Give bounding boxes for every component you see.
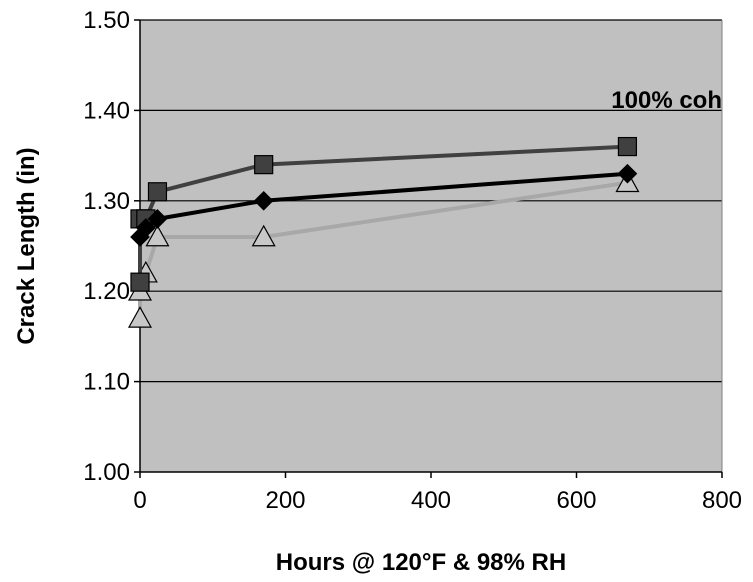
data-point-triangle-0 [127, 306, 153, 328]
gridlines [140, 19, 723, 472]
y-tick-label-3: 1.30 [83, 188, 130, 215]
y-tick-label-2: 1.20 [83, 278, 130, 305]
x-tick-label-3: 600 [556, 487, 596, 514]
y-tick-label-5: 1.50 [83, 7, 130, 34]
x-axis-title: Hours @ 120°F & 98% RH [276, 549, 566, 576]
data-point-diamond-1 [135, 218, 156, 238]
data-point-square-3 [147, 182, 168, 202]
data-series [127, 136, 640, 328]
series-diamond [130, 163, 638, 247]
annotation-label: 100% coh [611, 87, 722, 114]
y-tick-label-1: 1.10 [83, 369, 130, 396]
plot-area [140, 20, 722, 472]
data-point-diamond-4 [617, 163, 638, 184]
y-tick-label-0: 1.00 [83, 459, 130, 486]
data-point-triangle-4 [251, 224, 276, 247]
data-point-square-5 [617, 136, 638, 157]
data-point-diamond-3 [253, 190, 274, 211]
x-tick-labels: 0 200 400 600 800 [133, 487, 742, 514]
y-axis-title: Crack Length (in) [13, 147, 40, 344]
x-tick-label-1: 200 [265, 487, 305, 514]
y-tick-labels: 1.00 1.10 1.20 1.30 1.40 1.50 [83, 7, 130, 486]
x-tick-label-4: 800 [702, 487, 742, 514]
data-point-square-4 [254, 155, 274, 175]
x-tick-label-0: 0 [133, 487, 146, 514]
data-point-square-0 [130, 272, 150, 292]
data-point-triangle-3 [145, 224, 170, 247]
x-tick-label-2: 400 [411, 487, 451, 514]
y-tick-label-4: 1.40 [83, 97, 130, 124]
data-point-diamond-2 [147, 209, 168, 229]
